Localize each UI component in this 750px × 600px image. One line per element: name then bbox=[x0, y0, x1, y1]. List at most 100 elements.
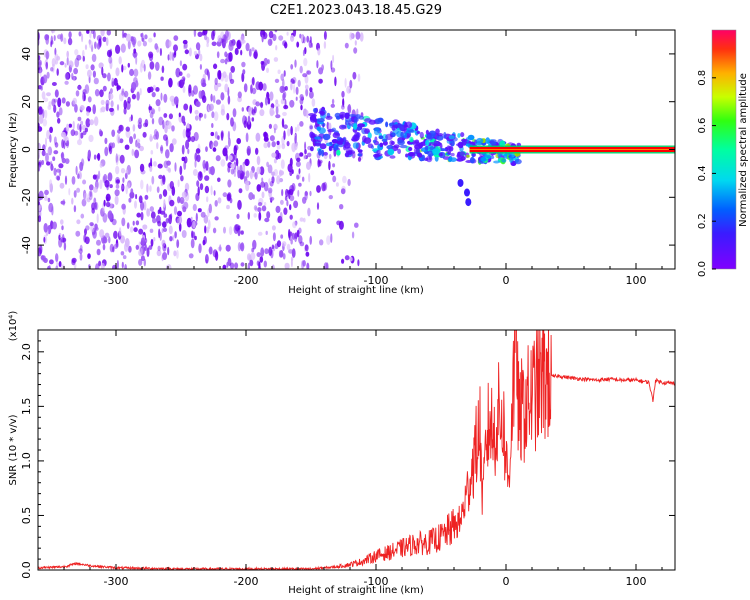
noise-speckle bbox=[136, 138, 141, 144]
scintillation-blob bbox=[345, 146, 353, 154]
noise-speckle bbox=[303, 217, 306, 223]
noise-speckle bbox=[108, 236, 111, 244]
scintillation-blob bbox=[418, 142, 423, 149]
noise-speckle bbox=[269, 107, 275, 117]
scintillation-blob bbox=[397, 148, 401, 154]
noise-speckle bbox=[102, 213, 108, 223]
noise-speckle bbox=[109, 243, 114, 253]
noise-speckle bbox=[123, 99, 127, 110]
noise-speckle bbox=[69, 61, 74, 68]
noise-speckle bbox=[66, 140, 69, 149]
noise-speckle bbox=[99, 229, 105, 239]
noise-speckle bbox=[250, 84, 253, 94]
scintillation-blob bbox=[344, 140, 349, 146]
noise-speckle bbox=[158, 116, 164, 126]
noise-speckle bbox=[102, 243, 106, 251]
noise-speckle bbox=[194, 109, 199, 115]
scintillation-blob bbox=[464, 188, 470, 197]
noise-speckle bbox=[204, 175, 210, 181]
spectrogram-y-axis-label: Frequency (Hz) bbox=[8, 112, 19, 188]
noise-speckle bbox=[178, 112, 181, 118]
noise-speckle bbox=[210, 93, 213, 102]
noise-speckle bbox=[159, 48, 162, 56]
noise-speckle bbox=[74, 49, 79, 56]
noise-speckle bbox=[44, 109, 48, 119]
scintillation-blob bbox=[308, 113, 315, 117]
noise-speckle bbox=[129, 68, 135, 77]
noise-speckle bbox=[299, 121, 304, 127]
noise-speckle bbox=[111, 129, 116, 137]
noise-speckle bbox=[100, 30, 105, 37]
noise-speckle bbox=[225, 244, 231, 252]
noise-speckle bbox=[212, 30, 216, 37]
noise-speckle bbox=[92, 70, 96, 78]
noise-speckle bbox=[294, 232, 298, 243]
noise-speckle bbox=[171, 138, 177, 145]
noise-speckle bbox=[193, 30, 197, 38]
noise-speckle bbox=[46, 161, 51, 166]
noise-speckle bbox=[198, 243, 202, 254]
scintillation-blob bbox=[397, 139, 405, 146]
noise-speckle bbox=[178, 79, 184, 89]
noise-speckle bbox=[156, 249, 162, 257]
noise-speckle bbox=[226, 204, 230, 210]
noise-speckle bbox=[139, 145, 144, 152]
noise-speckle bbox=[283, 70, 286, 77]
noise-speckle bbox=[96, 213, 99, 224]
scintillation-blob bbox=[357, 149, 363, 153]
scintillation-blob bbox=[509, 156, 514, 163]
noise-speckle bbox=[177, 179, 180, 188]
scintillation-blob bbox=[450, 152, 455, 157]
noise-speckle bbox=[300, 35, 304, 42]
noise-speckle bbox=[85, 64, 89, 70]
noise-speckle bbox=[138, 228, 144, 235]
noise-speckle bbox=[275, 45, 278, 51]
noise-speckle bbox=[258, 211, 262, 221]
noise-speckle bbox=[80, 120, 84, 126]
noise-speckle bbox=[93, 30, 96, 39]
noise-speckle bbox=[68, 188, 71, 196]
noise-speckle bbox=[183, 201, 189, 210]
noise-speckle bbox=[342, 175, 347, 184]
noise-speckle bbox=[64, 175, 68, 185]
noise-speckle bbox=[59, 182, 65, 189]
noise-speckle bbox=[307, 207, 311, 217]
noise-speckle bbox=[87, 149, 92, 160]
scintillation-blob bbox=[460, 156, 466, 161]
noise-speckle bbox=[51, 206, 54, 216]
noise-speckle bbox=[253, 172, 256, 177]
noise-speckle bbox=[242, 164, 246, 173]
noise-speckle bbox=[125, 33, 132, 42]
scintillation-blob bbox=[336, 115, 341, 120]
noise-speckle bbox=[357, 259, 360, 267]
noise-speckle bbox=[259, 102, 264, 107]
noise-speckle bbox=[149, 86, 154, 93]
noise-speckle bbox=[120, 168, 126, 174]
noise-speckle bbox=[166, 160, 171, 166]
colorbar-tick-label: 0.0 bbox=[697, 261, 708, 277]
noise-speckle bbox=[305, 251, 310, 257]
noise-speckle bbox=[280, 159, 285, 170]
noise-speckle bbox=[56, 68, 59, 76]
noise-speckle bbox=[43, 223, 48, 233]
scintillation-blob bbox=[367, 132, 372, 140]
snr-marks bbox=[38, 330, 675, 570]
noise-speckle bbox=[60, 33, 64, 42]
noise-speckle bbox=[72, 97, 77, 105]
noise-speckle bbox=[257, 231, 263, 236]
scintillation-blob bbox=[427, 150, 434, 157]
noise-speckle bbox=[64, 158, 70, 165]
noise-speckle bbox=[169, 95, 175, 103]
noise-speckle bbox=[92, 174, 97, 180]
noise-speckle bbox=[193, 50, 198, 56]
noise-speckle bbox=[272, 33, 277, 42]
noise-speckle bbox=[276, 240, 282, 248]
scintillation-blob bbox=[460, 138, 468, 142]
scintillation-blob bbox=[328, 145, 332, 152]
noise-speckle bbox=[199, 183, 204, 191]
noise-speckle bbox=[101, 66, 104, 76]
noise-speckle bbox=[261, 34, 264, 43]
noise-speckle bbox=[182, 63, 188, 71]
noise-speckle bbox=[169, 143, 174, 153]
noise-speckle bbox=[125, 184, 128, 195]
